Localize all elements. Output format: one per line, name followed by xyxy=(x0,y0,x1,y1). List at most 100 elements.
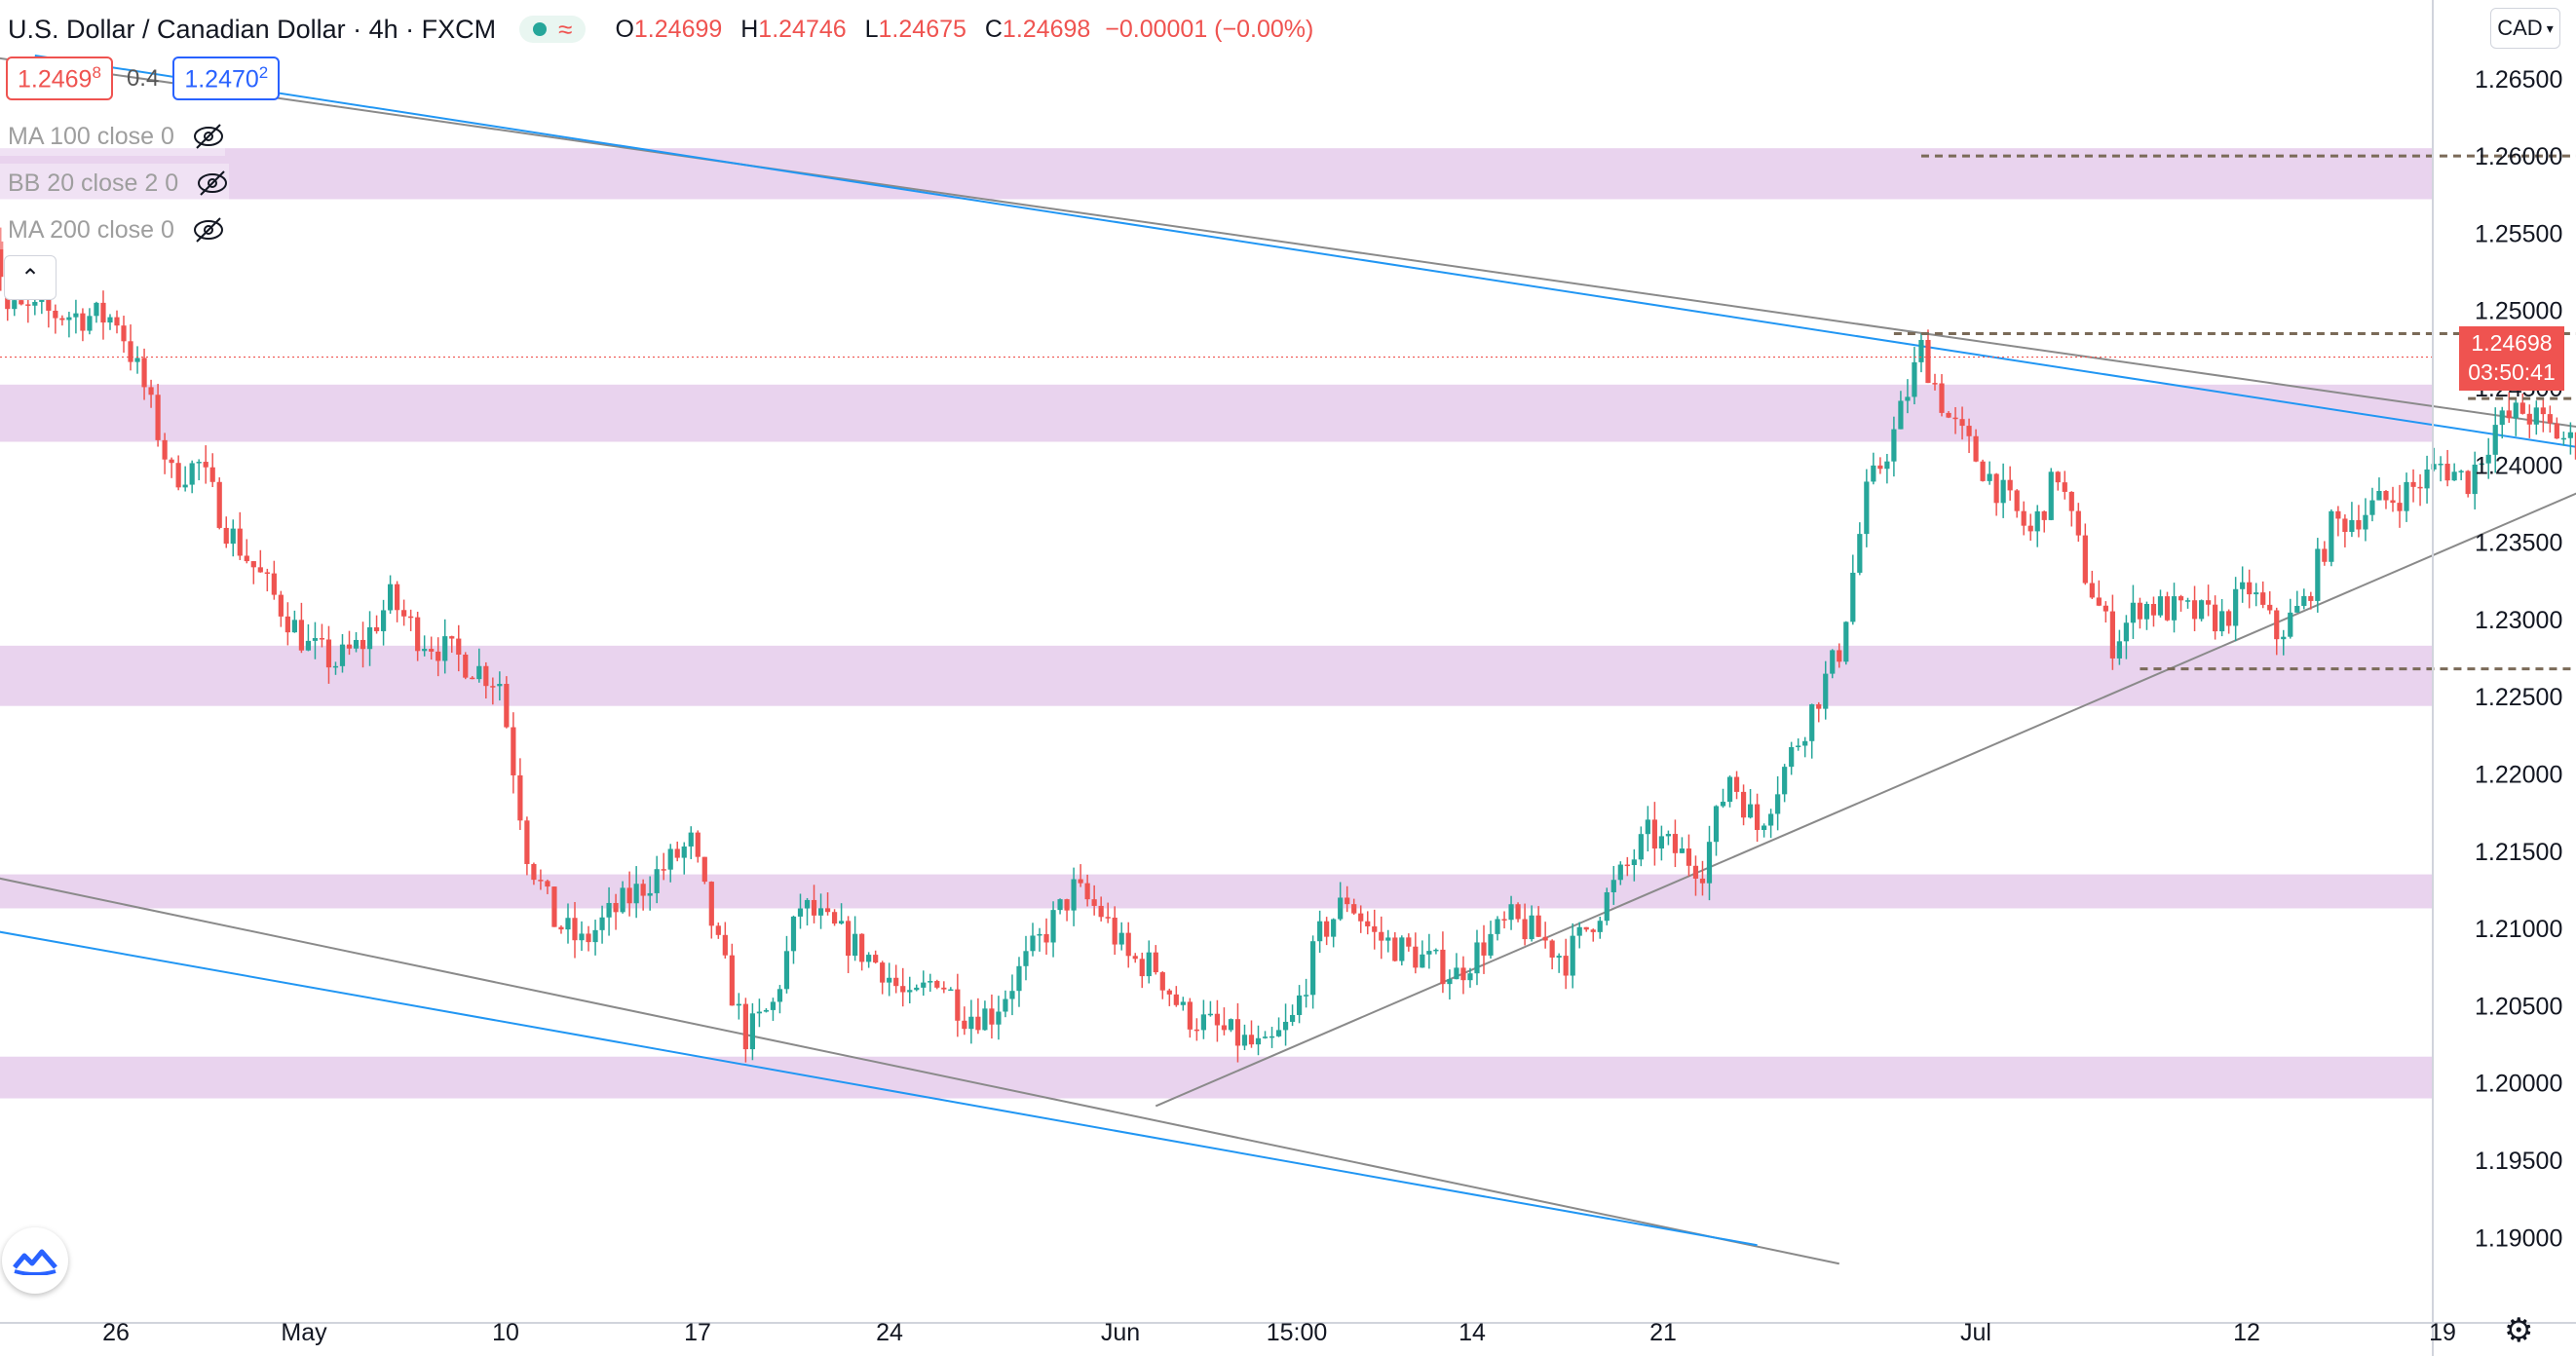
market-open-dot-icon xyxy=(533,22,548,36)
candle-body xyxy=(2540,407,2546,415)
candle-body xyxy=(346,644,353,649)
candle-body xyxy=(1912,361,1917,397)
candle-body xyxy=(1153,952,1158,973)
candle-body xyxy=(1064,899,1070,911)
candle-body xyxy=(880,962,886,983)
candle-body xyxy=(551,886,557,927)
candle-body xyxy=(59,318,65,320)
candle-body xyxy=(1529,915,1534,940)
candle-body xyxy=(695,832,701,857)
candle-body xyxy=(353,639,360,649)
eye-hidden-icon[interactable] xyxy=(192,213,225,246)
indicator-ma100[interactable]: MA 100 close 0 xyxy=(0,117,225,156)
candle-body xyxy=(763,1009,770,1012)
y-tick-label: 1.24000 xyxy=(2475,452,2562,479)
candle-body xyxy=(606,902,612,918)
candle-body xyxy=(1262,1036,1269,1038)
candle-body xyxy=(1898,400,1904,430)
candle-body xyxy=(2526,413,2532,425)
candle-body xyxy=(2574,432,2576,460)
candle-body xyxy=(1406,937,1412,947)
indicator-ma200[interactable]: MA 200 close 0 xyxy=(0,210,225,249)
candle-body xyxy=(852,933,858,957)
candle-body xyxy=(1583,926,1589,930)
buy-price-button[interactable]: 1.24702 xyxy=(172,56,281,101)
candle-body xyxy=(1221,1025,1228,1031)
candle-body xyxy=(1392,937,1398,961)
candle-body xyxy=(100,302,106,323)
candle-body xyxy=(380,610,387,631)
candle-body xyxy=(442,636,448,661)
candle-body xyxy=(2363,514,2368,530)
y-tick-label: 1.21500 xyxy=(2475,839,2562,866)
gear-icon[interactable]: ⚙ xyxy=(2504,1312,2534,1349)
candle-body xyxy=(817,908,824,916)
candle-body xyxy=(2075,510,2081,536)
candle-body xyxy=(2082,535,2088,584)
candle-body xyxy=(1515,904,1521,920)
candle-body xyxy=(422,649,428,652)
candle-body xyxy=(613,902,619,913)
x-tick-label: 15:00 xyxy=(1267,1319,1328,1346)
candle-body xyxy=(1610,880,1616,892)
candle-body xyxy=(449,636,455,639)
candle-body xyxy=(429,649,435,652)
candle-body xyxy=(46,298,52,311)
candle-body xyxy=(1891,429,1897,462)
candle-body xyxy=(2178,596,2184,601)
status-pill[interactable]: ≈ xyxy=(519,16,587,43)
candle-body xyxy=(2109,611,2115,659)
candle-body xyxy=(1078,879,1083,884)
x-tick-label: 21 xyxy=(1649,1319,1677,1346)
candle-body xyxy=(1747,804,1754,818)
candle-body xyxy=(2288,612,2293,637)
sell-price-button[interactable]: 1.24698 xyxy=(6,56,113,101)
candle-body xyxy=(189,463,195,485)
candle-body xyxy=(2417,486,2423,489)
candle-body xyxy=(196,462,202,464)
candle-body xyxy=(1501,919,1507,921)
candle-body xyxy=(838,921,845,924)
candle-body xyxy=(2294,605,2300,613)
candle-body xyxy=(1228,1019,1234,1031)
candle-body xyxy=(2130,602,2137,623)
candle-body xyxy=(2014,490,2020,511)
candle-body xyxy=(968,1016,974,1030)
candle-body xyxy=(1139,959,1145,977)
candle-body xyxy=(401,610,407,617)
candle-body xyxy=(1050,910,1056,943)
y-tick-label: 1.21000 xyxy=(2475,916,2562,943)
candle-body xyxy=(770,1001,777,1010)
ohlc-readout: O1.24699 H1.24746 L1.24675 C1.24698 −0.0… xyxy=(615,15,1314,43)
last-price-value: 1.24698 xyxy=(2471,330,2553,356)
trendline-blue xyxy=(0,930,1758,1247)
candle-body xyxy=(1720,802,1726,807)
candle-body xyxy=(1645,819,1650,835)
candle-body xyxy=(1269,1036,1275,1038)
candle-body xyxy=(2356,519,2362,530)
tradingview-logo[interactable] xyxy=(2,1227,68,1294)
indicator-bb20[interactable]: BB 20 close 2 0 xyxy=(0,164,230,203)
candle-body xyxy=(271,573,277,595)
candle-body xyxy=(1802,740,1808,746)
collapse-legend-button[interactable]: ⌃ xyxy=(4,255,57,300)
candle-body xyxy=(1508,904,1514,921)
candle-body xyxy=(701,856,707,883)
candle-body xyxy=(1740,791,1747,818)
candle-body xyxy=(1570,935,1575,976)
candle-body xyxy=(2458,471,2464,472)
eye-hidden-icon[interactable] xyxy=(192,120,225,153)
candle-body xyxy=(1105,917,1111,919)
candle-body xyxy=(1426,951,1432,955)
symbol-title[interactable]: U.S. Dollar / Canadian Dollar · 4h · FXC… xyxy=(8,14,497,44)
eye-hidden-icon[interactable] xyxy=(196,167,229,200)
candle-body xyxy=(538,880,544,882)
candle-body xyxy=(2267,604,2273,611)
candle-body xyxy=(1372,925,1378,932)
candle-body xyxy=(1146,952,1152,977)
quote-row: 1.24698 0.4 1.24702 xyxy=(6,56,281,101)
currency-select[interactable]: CAD ▾ xyxy=(2490,8,2560,49)
candle-body xyxy=(1057,899,1063,911)
candle-body xyxy=(1987,473,1992,481)
